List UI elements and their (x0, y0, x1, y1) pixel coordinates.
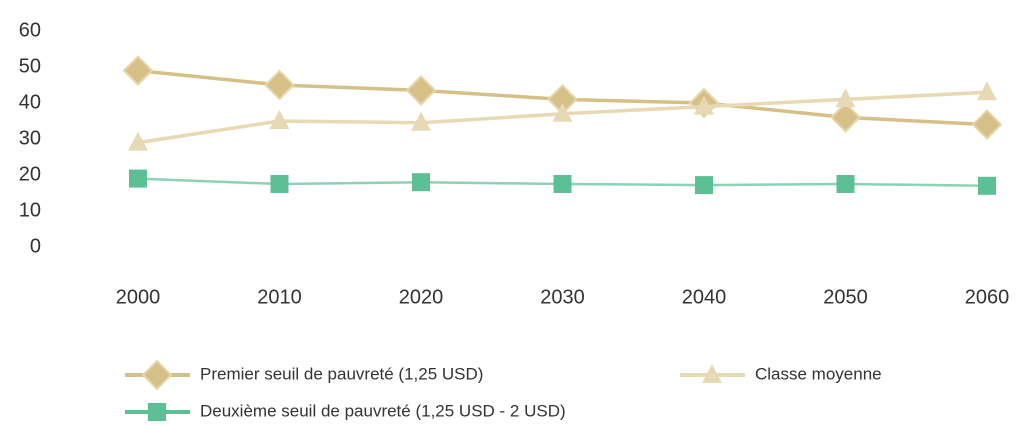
point (694, 95, 714, 115)
x-tick-label: 2060 (965, 286, 1010, 308)
point (978, 176, 996, 195)
point (971, 109, 1003, 141)
y-tick-label: 10 (19, 199, 41, 221)
legend-label: Premier seuil de pauvreté (1,25 USD) (200, 364, 483, 383)
y-tick-label: 20 (19, 163, 41, 185)
point (269, 110, 290, 129)
y-tick-label: 30 (19, 127, 41, 149)
point (264, 69, 295, 101)
point (835, 88, 856, 108)
point (695, 176, 713, 195)
x-tick-label: 2020 (399, 286, 444, 308)
point (405, 74, 437, 106)
point (553, 175, 572, 193)
point (552, 102, 573, 122)
x-tick-label: 2010 (257, 286, 302, 308)
x-tick-label: 2040 (682, 286, 727, 308)
x-tick-label: 2050 (823, 286, 868, 308)
point (836, 175, 855, 193)
legend-marker (148, 403, 166, 421)
point (128, 131, 148, 151)
x-tick-label: 2030 (540, 286, 585, 308)
point (411, 111, 431, 131)
point (830, 101, 861, 133)
point (977, 81, 997, 101)
point (129, 169, 147, 188)
legend-label: Classe moyenne (755, 364, 882, 383)
point (122, 55, 154, 87)
legend-marker (141, 359, 173, 391)
point (412, 173, 430, 192)
y-tick-label: 60 (19, 19, 41, 41)
y-tick-label: 40 (19, 91, 41, 113)
y-tick-label: 50 (19, 55, 41, 77)
legend-marker (702, 364, 722, 383)
x-tick-label: 2000 (116, 286, 161, 308)
y-tick-label: 0 (30, 235, 41, 257)
legend-label: Deuxième seuil de pauvreté (1,25 USD - 2… (200, 401, 566, 420)
point (270, 175, 289, 193)
